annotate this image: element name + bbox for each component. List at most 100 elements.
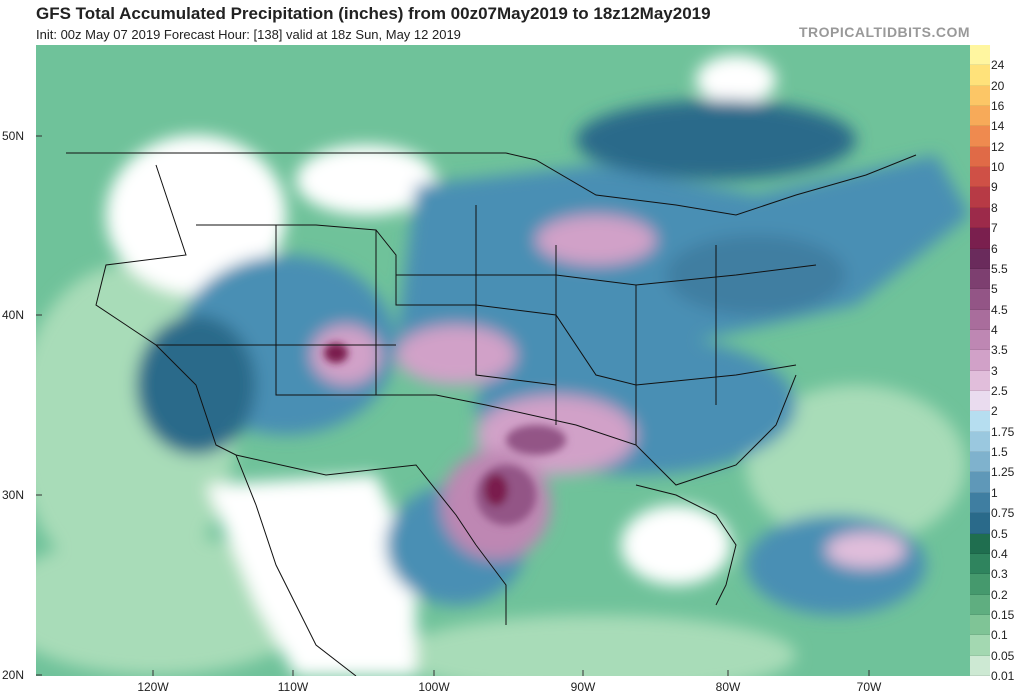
colorbar-label: 24 xyxy=(991,58,1005,73)
lon-label: 100W xyxy=(418,680,450,694)
colorbar-swatch xyxy=(970,248,990,269)
lon-label: 80W xyxy=(715,680,741,694)
colorbar-swatch xyxy=(970,350,990,371)
colorbar-entry: 4.5 xyxy=(970,289,1024,317)
colorbar-label: 7 xyxy=(991,221,998,236)
colorbar-label: 0.05 xyxy=(991,648,1015,663)
colorbar-swatch xyxy=(970,553,990,575)
colorbar-swatch xyxy=(970,207,990,229)
colorbar-swatch xyxy=(970,513,990,534)
colorbar-label: 3.5 xyxy=(991,343,1008,358)
colorbar-swatch xyxy=(970,655,990,676)
lon-label: 70W xyxy=(856,680,882,694)
colorbar-label: 0.75 xyxy=(991,506,1015,521)
lat-label: 50N xyxy=(2,129,25,143)
colorbar-entry: 5 xyxy=(970,268,1024,296)
colorbar-label: 1.25 xyxy=(991,465,1015,480)
colorbar-label: 3 xyxy=(991,363,998,378)
colorbar-swatch xyxy=(970,492,990,514)
colorbar-swatch xyxy=(970,187,990,208)
colorbar-swatch xyxy=(970,85,990,107)
colorbar-label: 5 xyxy=(991,282,998,297)
brand-watermark: TROPICALTIDBITS.COM xyxy=(798,24,970,40)
lat-label: 30N xyxy=(2,488,25,502)
colorbar-label: 14 xyxy=(991,119,1005,134)
colorbar-label: 0.2 xyxy=(991,587,1008,602)
colorbar-label: 0.5 xyxy=(991,526,1008,541)
colorbar-swatch xyxy=(970,126,990,147)
colorbar-swatch xyxy=(970,594,990,615)
colorbar-entry: 1.25 xyxy=(970,452,1024,479)
lon-label: 120W xyxy=(137,680,169,694)
colorbar-entry: 5.5 xyxy=(970,248,1024,276)
colorbar-entry: 0.4 xyxy=(970,533,1024,561)
colorbar-entry: 1 xyxy=(970,472,1024,500)
lon-label: 90W xyxy=(570,680,596,694)
colorbar-swatch xyxy=(970,167,990,188)
colorbar-label: 10 xyxy=(991,160,1005,175)
colorbar-label: 0.1 xyxy=(991,628,1008,643)
colorbar-swatch xyxy=(970,329,990,351)
precipitation-map[interactable] xyxy=(36,45,970,676)
colorbar-entry: 2.5 xyxy=(970,370,1024,398)
colorbar-entry: 0.01 xyxy=(970,655,1024,683)
colorbar-label: 9 xyxy=(991,180,998,195)
colorbar-entry: 3.5 xyxy=(970,329,1024,357)
colorbar-swatch xyxy=(970,574,990,595)
colorbar-entry: 9 xyxy=(970,167,1024,194)
colorbar-label: 2 xyxy=(991,404,998,419)
colorbar-entry: 20 xyxy=(970,65,1024,93)
colorbar-swatch xyxy=(970,411,990,432)
colorbar-swatch xyxy=(970,106,990,127)
colorbar-label: 0.4 xyxy=(991,546,1008,561)
colorbar-entry: 6 xyxy=(970,228,1024,256)
colorbar-swatch xyxy=(970,370,990,392)
colorbar-label: 12 xyxy=(991,139,1005,154)
colorbar-entry: 7 xyxy=(970,207,1024,235)
precipitation-map-canvas xyxy=(36,45,970,676)
colorbar-swatch xyxy=(970,146,990,168)
colorbar-entry: 0.15 xyxy=(970,594,1024,622)
colorbar-swatch xyxy=(970,533,990,554)
colorbar-swatch xyxy=(970,289,990,310)
colorbar-label: 0.15 xyxy=(991,607,1015,622)
colorbar-entry: 3 xyxy=(970,350,1024,378)
colorbar-swatch xyxy=(970,452,990,473)
colorbar-entry: 10 xyxy=(970,146,1024,174)
colorbar-entry: 0.05 xyxy=(970,635,1024,663)
colorbar-entry: 24 xyxy=(970,45,1024,72)
colorbar-swatch xyxy=(970,635,990,656)
colorbar-swatch xyxy=(970,431,990,453)
lon-label: 110W xyxy=(277,680,309,694)
colorbar-label: 1.75 xyxy=(991,424,1015,439)
colorbar-label: 2.5 xyxy=(991,384,1008,399)
colorbar-swatch xyxy=(970,309,990,330)
colorbar-label: 5.5 xyxy=(991,261,1008,276)
colorbar-label: 1.5 xyxy=(991,445,1008,460)
colorbar-label: 20 xyxy=(991,78,1005,93)
colorbar-label: 6 xyxy=(991,241,998,256)
political-boundaries xyxy=(66,152,917,676)
map-subtitle: Init: 00z May 07 2019 Forecast Hour: [13… xyxy=(36,27,461,42)
colorbar-swatch xyxy=(970,391,990,412)
map-title: GFS Total Accumulated Precipitation (inc… xyxy=(36,4,711,23)
colorbar-entry: 14 xyxy=(970,106,1024,133)
colorbar-swatch xyxy=(970,228,990,249)
lat-label: 20N xyxy=(2,668,25,682)
colorbar-entry: 1.75 xyxy=(970,411,1024,439)
colorbar-entry: 0.75 xyxy=(970,492,1024,520)
colorbar-swatch xyxy=(970,65,990,86)
colorbar-label: 4 xyxy=(991,322,998,337)
colorbar-swatch xyxy=(970,45,990,66)
colorbar-entry: 1.5 xyxy=(970,431,1024,459)
colorbar-label: 0.01 xyxy=(991,668,1015,683)
precipitation-colorbar: 24 20 16 14 12 10 9 8 7 6 5.5 5 4.5 4 3.5 3 2.5 2 1.75 1.5 1… xyxy=(970,45,1024,683)
colorbar-entry: 0.5 xyxy=(970,513,1024,541)
colorbar-label: 1 xyxy=(991,485,998,500)
colorbar-entry: 16 xyxy=(970,85,1024,113)
colorbar-label: 0.3 xyxy=(991,567,1008,582)
colorbar-label: 16 xyxy=(991,99,1005,114)
colorbar-entry: 0.1 xyxy=(970,614,1024,642)
colorbar-swatch xyxy=(970,614,990,636)
colorbar-label: 8 xyxy=(991,200,998,215)
